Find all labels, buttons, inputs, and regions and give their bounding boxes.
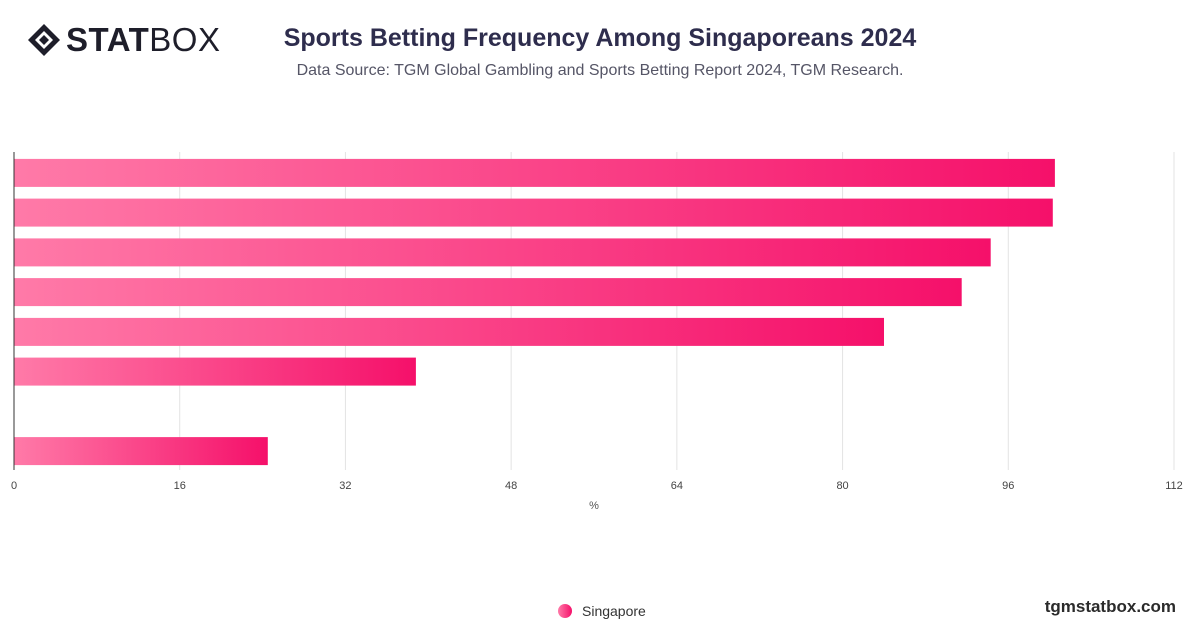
x-tick-label-96: 96 <box>1002 480 1014 492</box>
logo-wordmark-bold: STAT <box>66 21 150 58</box>
bar-5[interactable] <box>14 317 884 346</box>
x-tick-label-48: 48 <box>505 480 517 492</box>
bar-8[interactable] <box>14 437 268 466</box>
bar-2[interactable] <box>14 198 1053 227</box>
bar-4[interactable] <box>14 278 962 307</box>
axis: 0 16 32 48 64 80 96 112 <box>11 152 1183 492</box>
website-url: tgmstatbox.com <box>1044 597 1176 616</box>
logo-wordmark-light: BOX <box>149 21 221 58</box>
x-axis-label: % <box>589 500 599 512</box>
x-tick-label-16: 16 <box>174 480 186 492</box>
legend-swatch-singapore <box>558 604 572 618</box>
bar-1[interactable] <box>14 158 1055 187</box>
x-tick-label-0: 0 <box>11 480 17 492</box>
bar-3[interactable] <box>14 238 991 267</box>
logo-wordmark: STATBOX <box>66 22 220 58</box>
x-tick-label-80: 80 <box>836 480 848 492</box>
bars <box>14 158 1055 466</box>
grid-lines <box>179 152 1175 470</box>
legend-label-singapore: Singapore <box>582 603 646 619</box>
x-tick-label-32: 32 <box>339 480 351 492</box>
diamond-logo-icon <box>28 24 60 56</box>
bar-6[interactable] <box>14 357 416 386</box>
x-tick-label-112: 112 <box>1165 480 1183 492</box>
chart-title: Sports Betting Frequency Among Singapore… <box>283 24 917 52</box>
statbox-logo: STATBOX <box>26 22 236 58</box>
chart-subtitle: Data Source: TGM Global Gambling and Spo… <box>296 62 904 79</box>
legend[interactable]: Singapore <box>558 602 646 620</box>
x-tick-label-64: 64 <box>671 480 683 492</box>
